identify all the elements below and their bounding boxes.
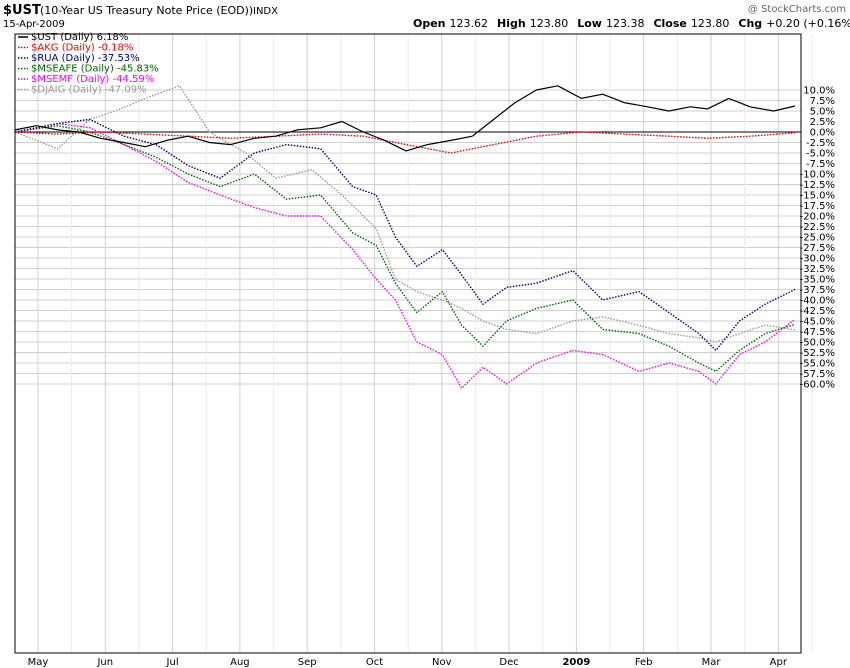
y-tick-label: 10.0% <box>803 86 835 97</box>
chart-date: 15-Apr-2009 <box>3 19 65 30</box>
y-tick-label: -10.0% <box>800 170 835 181</box>
ohlc-value: 123.80 <box>691 17 730 30</box>
y-tick-label: -50.0% <box>800 338 835 349</box>
series-line <box>14 131 796 154</box>
ohlc-readout: Open 123.62 High 123.80 Low 123.38 Close 123.80… <box>413 17 850 30</box>
series-layer <box>14 85 796 389</box>
x-tick-label: May <box>28 657 49 668</box>
exchange-label: INDX <box>253 6 278 17</box>
y-tick-label: -47.5% <box>800 327 835 338</box>
ohlc-label: High <box>497 17 526 30</box>
y-tick-label: -20.0% <box>800 212 835 223</box>
y-tick-label: -57.5% <box>800 369 835 380</box>
y-tick-label: -52.5% <box>800 348 835 359</box>
series-line <box>14 122 796 389</box>
y-tick-label: -42.5% <box>800 306 835 317</box>
y-tick-label: -15.0% <box>800 191 835 202</box>
ohlc-label: Open <box>413 17 446 30</box>
ohlc-value: 123.62 <box>450 17 489 30</box>
x-tick-label: Apr <box>770 657 788 668</box>
series-line <box>14 118 796 352</box>
y-tick-label: -22.5% <box>800 222 835 233</box>
x-tick-label: 2009 <box>562 657 590 668</box>
series-line <box>14 85 796 343</box>
x-tick-label: Mar <box>702 657 722 668</box>
legend-entry: $DJAIG (Daily) -47.09% <box>31 85 147 96</box>
x-tick-label: Dec <box>499 657 518 668</box>
y-tick-label: 0.0% <box>810 128 835 139</box>
x-tick-label: Jul <box>166 657 179 668</box>
y-tick-label: -25.0% <box>800 233 835 244</box>
legend-entry: $MSEMF (Daily) -44.59% <box>31 74 154 85</box>
legend-entry: $AKG (Daily) -0.18% <box>31 43 133 54</box>
ohlc-value: +0.20 (+0.16%) <box>766 17 850 30</box>
y-tick-label: -2.5% <box>806 138 835 149</box>
y-tick-label: -32.5% <box>800 264 835 275</box>
x-tick-label: Feb <box>635 657 653 668</box>
y-tick-label: -5.0% <box>806 149 835 160</box>
chart-symbol: $UST <box>3 3 41 18</box>
ohlc-label: Close <box>653 17 686 30</box>
y-tick-label: -55.0% <box>800 359 835 370</box>
plot-frame <box>14 33 802 654</box>
y-tick-label: 2.5% <box>810 117 835 128</box>
grid <box>15 34 813 653</box>
y-tick-label: -17.5% <box>800 201 835 212</box>
x-tick-label: Oct <box>366 657 383 668</box>
ohlc-value: 123.80 <box>530 17 569 30</box>
x-tick-label: Nov <box>432 657 452 668</box>
y-tick-label: -40.0% <box>800 296 835 307</box>
x-tick-label: Sep <box>298 657 317 668</box>
y-tick-label: 5.0% <box>810 107 835 118</box>
y-tick-label: -45.0% <box>800 317 835 328</box>
y-tick-label: 7.5% <box>810 96 835 107</box>
legend-entry: $RUA (Daily) -37.53% <box>31 53 140 64</box>
y-tick-label: -7.5% <box>806 159 835 170</box>
x-tick-label: Jun <box>96 657 113 668</box>
y-axis: 10.0%7.5%5.0%2.5%0.0%-2.5%-5.0%-7.5%-10.… <box>800 86 835 391</box>
y-tick-label: -12.5% <box>800 180 835 191</box>
ohlc-label: Low <box>577 17 602 30</box>
legend: $UST (Daily) 6.18%$AKG (Daily) -0.18%$RU… <box>18 32 159 96</box>
ohlc-label: Chg <box>738 17 762 30</box>
watermark: @ StockCharts.com <box>748 4 846 15</box>
series-line <box>14 85 796 152</box>
y-tick-label: -60.0% <box>800 380 835 391</box>
legend-entry: $MSEAFE (Daily) -45.83% <box>31 64 159 75</box>
y-tick-label: -37.5% <box>800 285 835 296</box>
legend-entry: $UST (Daily) 6.18% <box>31 32 128 43</box>
y-tick-label: -30.0% <box>800 254 835 265</box>
y-tick-label: -27.5% <box>800 243 835 254</box>
chart-title: (10-Year US Treasury Note Price (EOD)) <box>40 4 253 17</box>
ohlc-value: 123.38 <box>606 17 645 30</box>
y-tick-label: -35.0% <box>800 275 835 286</box>
x-axis: May Jun Jul Aug Sep Oct Nov Dec 2009 Feb Mar Apr <box>28 657 788 668</box>
x-tick-label: Aug <box>230 657 250 668</box>
